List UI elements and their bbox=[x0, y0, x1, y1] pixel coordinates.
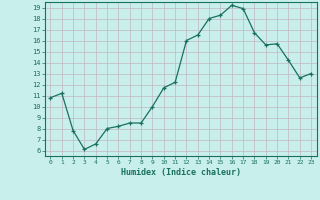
X-axis label: Humidex (Indice chaleur): Humidex (Indice chaleur) bbox=[121, 168, 241, 177]
